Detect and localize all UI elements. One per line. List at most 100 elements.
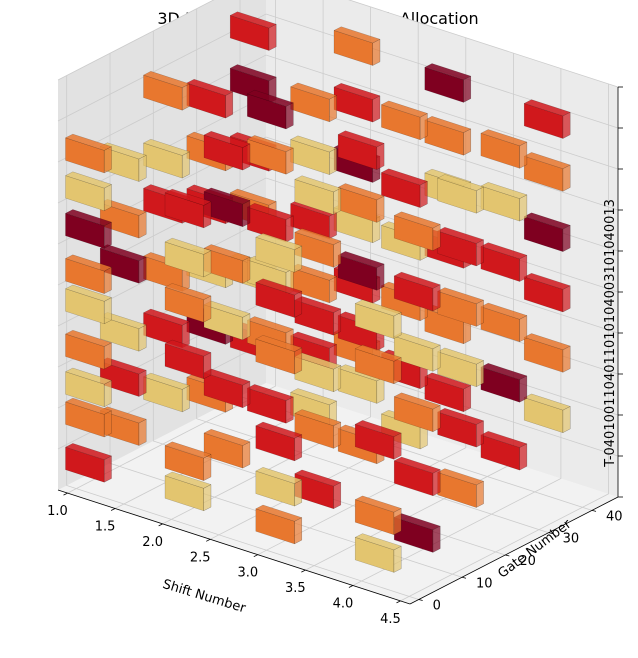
x-tick-mark <box>301 569 306 573</box>
bar-side <box>393 545 402 573</box>
bar-top <box>354 420 402 437</box>
bar-side <box>138 211 147 239</box>
bar-top <box>436 226 485 244</box>
bar-side <box>376 195 385 223</box>
z-grid-line <box>57 0 619 88</box>
y-tick-label: 30 <box>563 532 580 547</box>
y-axis-line <box>409 496 619 605</box>
bar-side <box>333 240 342 268</box>
bar-side <box>242 199 251 228</box>
bar-side <box>181 385 190 413</box>
bar-side <box>432 223 441 252</box>
bar-top <box>523 272 571 290</box>
bar-top <box>289 135 338 153</box>
bar-top <box>255 467 303 484</box>
bar-top <box>64 133 113 151</box>
bar-top <box>354 495 402 513</box>
x-tick-label: 1.0 <box>47 504 68 519</box>
bar-top <box>164 441 212 459</box>
bar-top <box>164 283 212 300</box>
bar-top <box>203 244 251 261</box>
bar-side <box>268 23 277 51</box>
bar-top <box>480 363 528 380</box>
y-tick-label: 0 <box>433 599 441 614</box>
bar-side <box>476 420 484 448</box>
bar-top <box>380 168 429 186</box>
x-grid-line <box>352 68 562 586</box>
bar-side <box>372 95 381 123</box>
bar-top <box>337 251 385 268</box>
bar-side <box>419 112 428 141</box>
bar-side <box>432 284 441 312</box>
bar-side <box>519 254 528 282</box>
bar-top <box>99 406 147 424</box>
x-grid-line <box>257 37 467 556</box>
bar-side <box>242 381 251 409</box>
y-tick-label: 40 <box>606 509 623 524</box>
bar-side <box>432 469 441 497</box>
bar-side <box>203 295 212 323</box>
bar-side <box>138 324 147 352</box>
bar-top <box>354 299 402 317</box>
bar-side <box>285 147 294 175</box>
bar-side <box>203 352 212 380</box>
bar-side <box>103 455 112 483</box>
bar-side <box>103 183 112 212</box>
y-tick-label: 10 <box>476 576 493 591</box>
y-tick-mark <box>505 554 510 557</box>
bar-side <box>393 432 402 460</box>
bar-side <box>329 147 337 176</box>
bar-top <box>289 331 338 349</box>
x-tick-label: 2.5 <box>190 550 211 565</box>
bar-top <box>203 187 251 205</box>
bar-side <box>138 256 147 284</box>
bar-side <box>372 38 381 66</box>
bar-top <box>480 242 528 260</box>
bar-side <box>432 404 441 433</box>
x-tick-mark <box>348 585 354 588</box>
bar-side <box>333 187 342 215</box>
bar-top <box>480 182 528 199</box>
bar-side <box>242 313 251 341</box>
x-tick-mark <box>63 492 68 496</box>
bar-top <box>333 83 381 100</box>
bar-top <box>480 302 528 320</box>
bar-top <box>64 443 113 460</box>
bar-top <box>255 335 303 352</box>
bar-side <box>242 143 251 171</box>
bar-top <box>246 89 294 107</box>
x-tick-label: 4.5 <box>380 612 401 627</box>
bar-side <box>103 266 112 295</box>
bar-side <box>203 201 212 229</box>
x-tick-label: 2.0 <box>142 535 163 550</box>
bar-top <box>164 188 212 206</box>
x-tick-label: 3.5 <box>285 581 306 596</box>
bar-top <box>255 278 303 296</box>
bar-side <box>329 276 337 304</box>
bar-top <box>480 430 528 448</box>
x-tick-mark <box>253 554 258 558</box>
bar-top <box>523 333 571 351</box>
bar-top <box>294 409 342 427</box>
bar-side <box>562 285 571 313</box>
bar-top <box>354 533 402 551</box>
z-tick-labels: T-0401001104011010104003101040013 <box>603 199 618 468</box>
x-axis-line <box>57 489 411 605</box>
bar-side <box>376 142 385 171</box>
bar-top <box>523 152 571 169</box>
bar-top <box>229 11 277 29</box>
y-tick-mark <box>548 532 553 535</box>
bar-top <box>393 271 441 289</box>
bar-side <box>519 194 528 222</box>
bar-top <box>203 429 251 446</box>
bar-top <box>164 339 212 357</box>
bar-top <box>289 388 338 406</box>
bar-side <box>476 480 484 508</box>
bar-side <box>463 75 472 103</box>
bar-top <box>424 63 472 81</box>
bar-side <box>329 95 337 123</box>
bar-top <box>337 130 385 148</box>
y-grid-line <box>66 75 419 600</box>
bar-top <box>424 116 472 133</box>
bar-side <box>393 311 402 340</box>
